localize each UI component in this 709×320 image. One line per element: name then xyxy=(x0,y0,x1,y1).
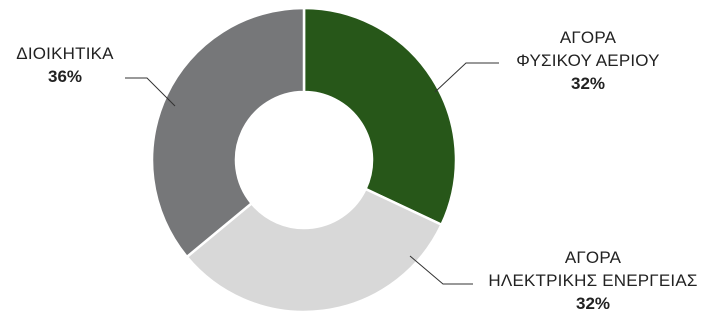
slice-label-electricity: ΑΓΟΡΑ ΗΛΕΚΤΡΙΚΗΣ ΕΝΕΡΓΕΙΑΣ 32% xyxy=(478,246,708,315)
slice-label-line: ΦΥΣΙΚΟΥ ΑΕΡΙΟΥ xyxy=(516,51,660,70)
slice-label-line: ΔΙΟΙΚΗΤΙΚΑ xyxy=(16,44,114,63)
leader-lines xyxy=(125,62,499,285)
leader-line-electricity xyxy=(409,255,473,285)
slice-electricity-market xyxy=(185,187,444,314)
leader-line-admin xyxy=(125,77,176,107)
slice-value-label: 36% xyxy=(47,67,83,86)
slice-label-line: ΗΛΕΚΤΡΙΚΗΣ ΕΝΕΡΓΕΙΑΣ xyxy=(488,271,698,290)
donut-slices xyxy=(150,6,458,314)
slice-gas-market xyxy=(302,6,458,227)
slice-value-label: 32% xyxy=(575,294,611,313)
slice-administrative xyxy=(150,6,306,259)
slice-label-line: ΑΓΟΡΑ xyxy=(564,248,622,267)
slice-value-label: 32% xyxy=(570,74,606,93)
slice-label-admin: ΔΙΟΙΚΗΤΙΚΑ 36% xyxy=(0,42,130,88)
slice-label-line: ΑΓΟΡΑ xyxy=(559,28,617,47)
leader-line-gas xyxy=(434,62,499,93)
slice-label-gas: ΑΓΟΡΑ ΦΥΣΙΚΟΥ ΑΕΡΙΟΥ 32% xyxy=(508,26,668,95)
